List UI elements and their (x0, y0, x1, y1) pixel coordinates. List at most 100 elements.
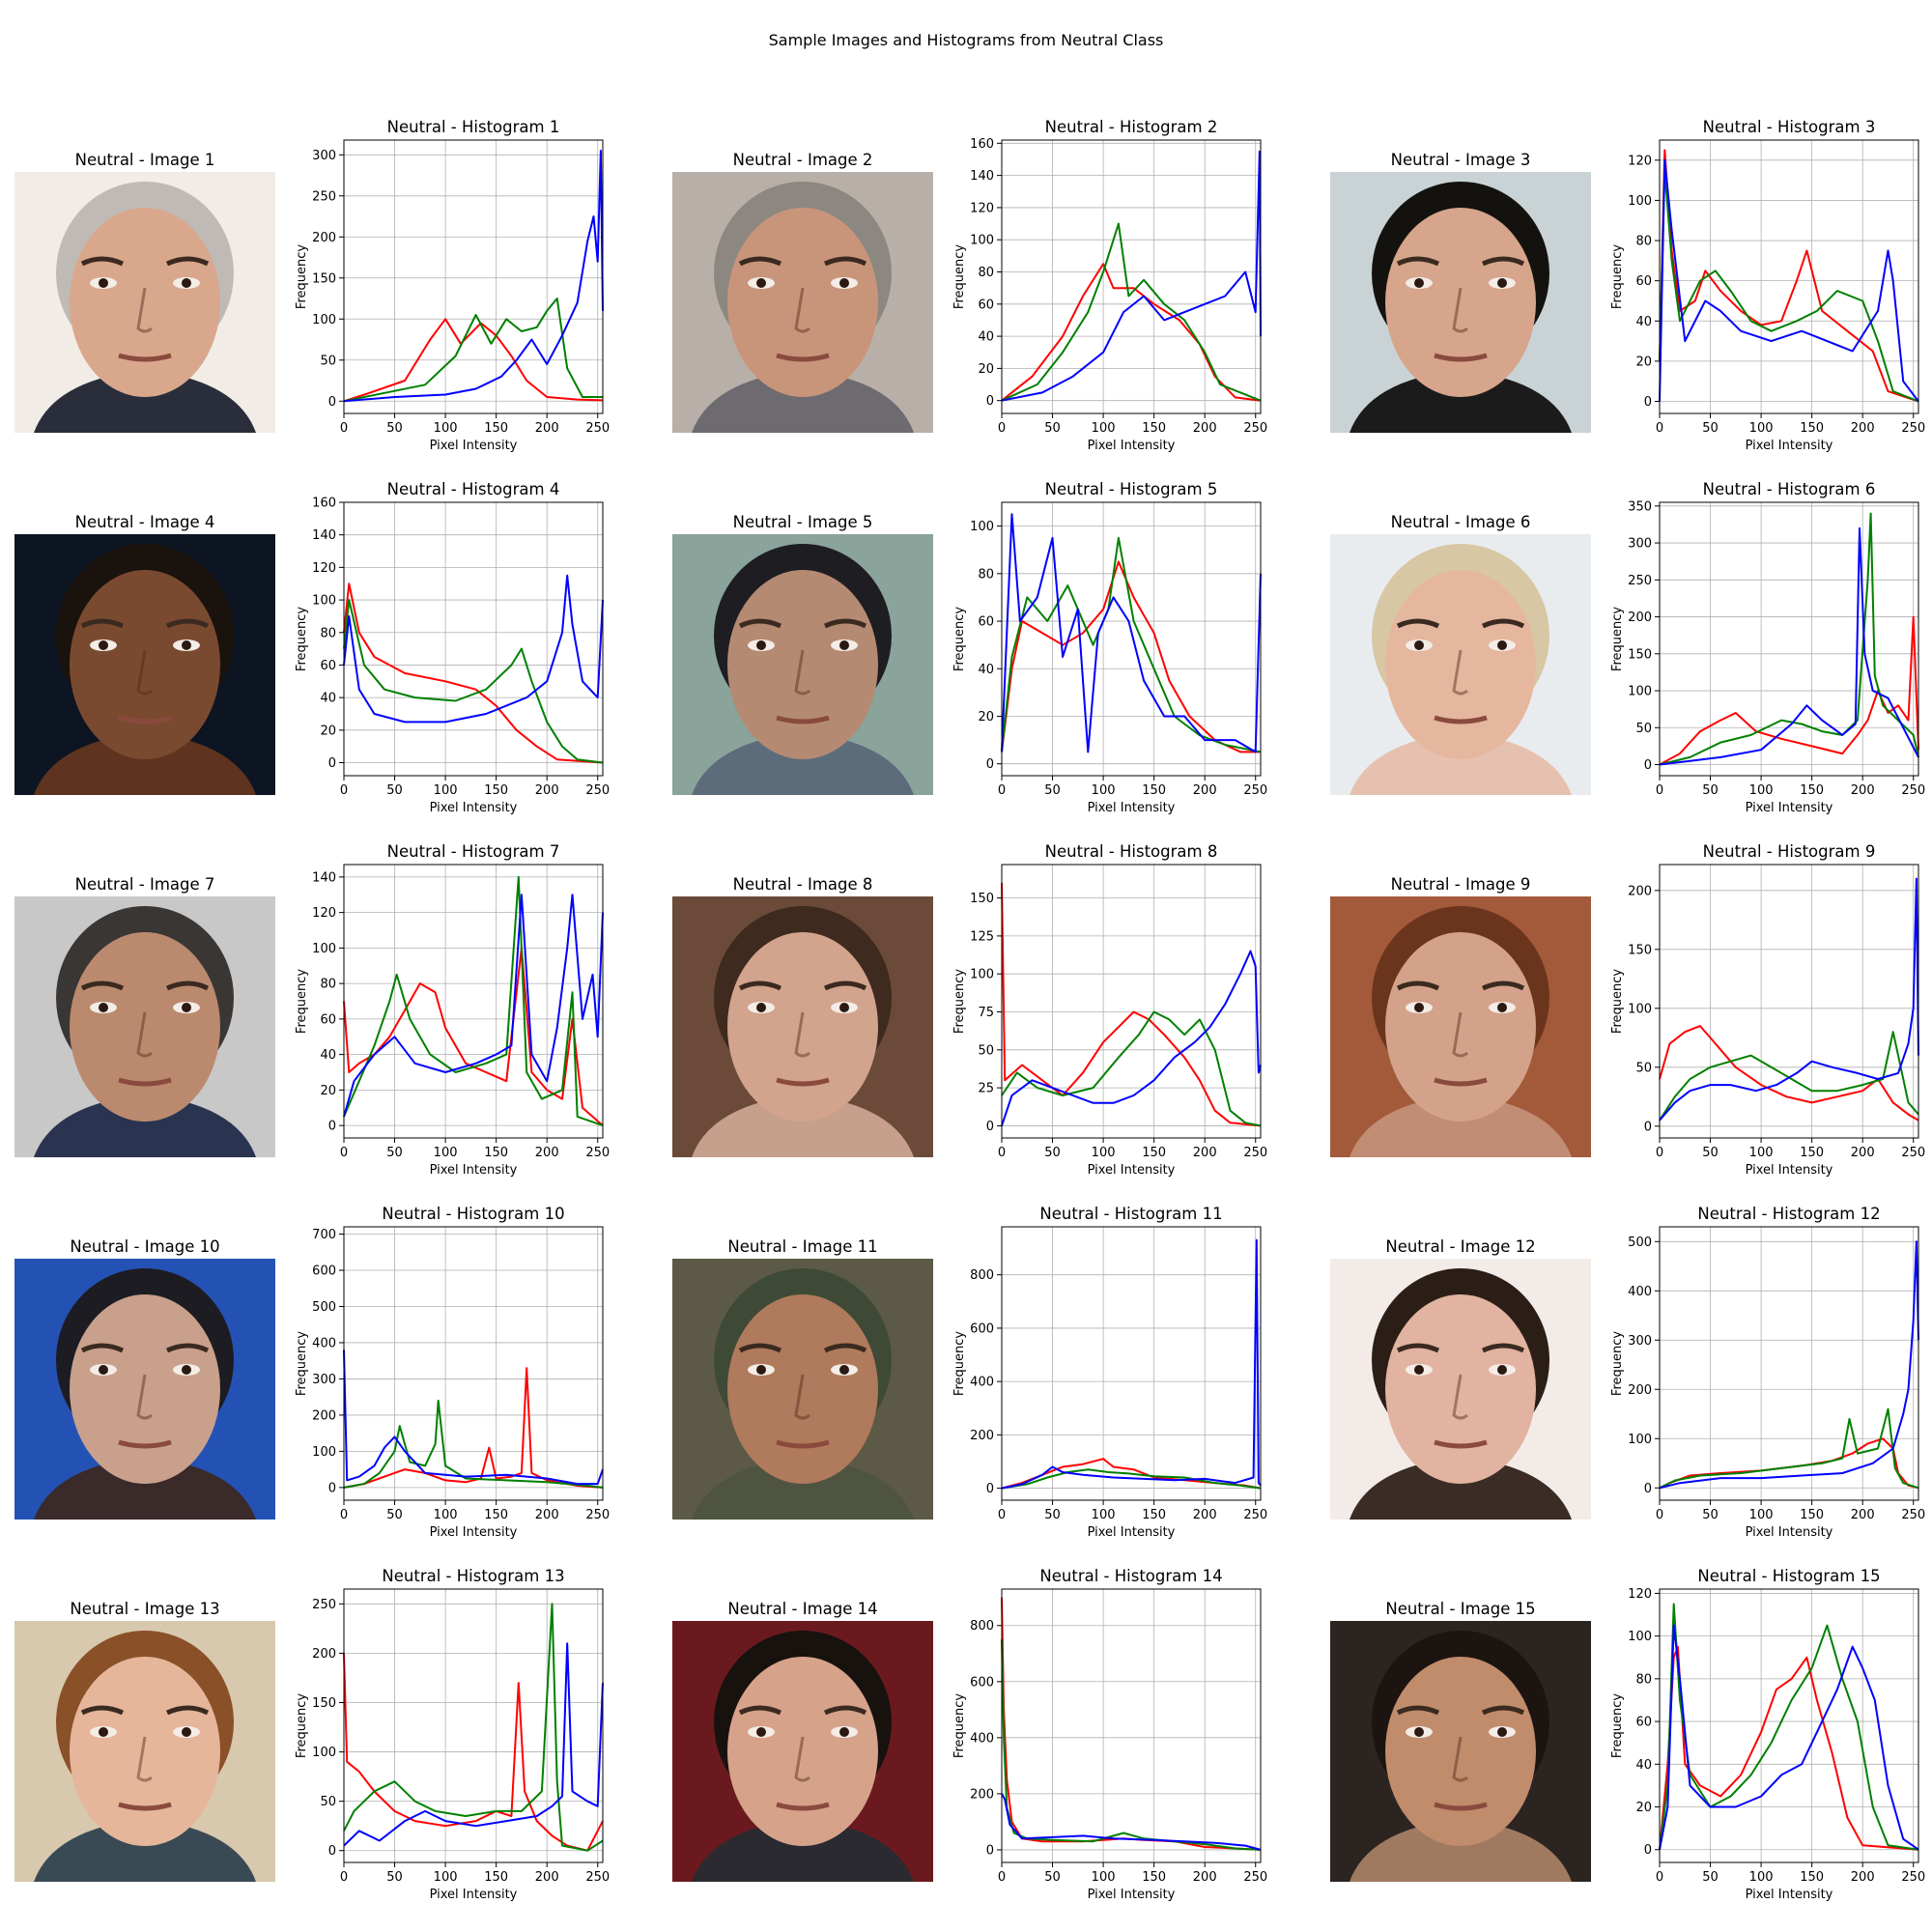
photo-eyebrow (738, 980, 782, 991)
series-green-line (1001, 222, 1262, 402)
x-tick-label: 50 (386, 1870, 403, 1885)
x-tick-label: 200 (1851, 421, 1875, 436)
plot-frame (343, 139, 604, 414)
y-tick-label: 0 (986, 757, 994, 772)
histogram-title: Neutral - Histogram 2 (1045, 118, 1218, 136)
x-tick-label: 0 (998, 1146, 1006, 1160)
y-axis-label: Frequency (1610, 1331, 1625, 1396)
x-tick-label: 250 (1243, 783, 1267, 798)
series-blue-line (1659, 1240, 1919, 1490)
image-title: Neutral - Image 13 (70, 1600, 220, 1618)
photo-shoulders (1350, 1457, 1572, 1520)
photo-face (1385, 570, 1536, 759)
photo-pupil (182, 1003, 191, 1012)
y-tick-label: 40 (1635, 315, 1652, 329)
x-tick-label: 0 (340, 783, 348, 798)
y-tick-label: 150 (1628, 647, 1652, 662)
x-tick-label: 0 (1656, 421, 1663, 436)
y-tick-label: 300 (1628, 537, 1652, 552)
photo-face (727, 570, 878, 759)
image-title: Neutral - Image 14 (727, 1600, 878, 1618)
photo-pupil (839, 278, 849, 288)
x-axis-label: Pixel Intensity (430, 1163, 518, 1178)
y-tick-label: 140 (312, 528, 336, 543)
x-tick-label: 200 (1851, 783, 1875, 798)
series-green-line (343, 1399, 604, 1489)
photo-eyebrow (1396, 1705, 1440, 1716)
photo-pupil (756, 1003, 766, 1012)
y-tick-label: 0 (328, 756, 336, 771)
plot-frame (1659, 1588, 1919, 1863)
y-tick-label: 100 (312, 594, 336, 609)
photo-eyebrow (165, 256, 210, 267)
y-tick-label: 100 (970, 968, 994, 982)
x-axis-label: Pixel Intensity (430, 1888, 518, 1902)
x-tick-label: 150 (1142, 1146, 1166, 1160)
y-tick-label: 20 (320, 724, 336, 738)
photo-pupil (182, 640, 191, 650)
image-title: Neutral - Image 8 (732, 875, 873, 894)
photo-shoulders (1350, 370, 1572, 433)
series-red-line (343, 582, 604, 764)
image-title: Neutral - Image 5 (732, 513, 873, 531)
series-red-line (1001, 263, 1262, 402)
series-red-line (1659, 1645, 1919, 1851)
y-tick-label: 50 (1635, 1061, 1652, 1075)
x-tick-label: 250 (585, 783, 610, 798)
series-blue-line (343, 150, 604, 403)
face-photo (1330, 896, 1591, 1157)
x-tick-label: 0 (1656, 1870, 1663, 1885)
photo-mouth (1434, 715, 1488, 724)
y-tick-label: 100 (1628, 1002, 1652, 1016)
photo-nose (1452, 1374, 1468, 1420)
y-tick-label: 20 (1635, 355, 1652, 369)
x-tick-label: 0 (1656, 1508, 1663, 1522)
x-tick-label: 250 (1243, 1508, 1267, 1522)
photo-eyebrow (80, 1705, 125, 1716)
plot-frame (1001, 1226, 1262, 1501)
series-green-line (1001, 1468, 1262, 1490)
y-tick-label: 250 (1628, 574, 1652, 588)
plot-frame (1001, 1588, 1262, 1863)
histogram-chart: Neutral - Histogram 8 0 50 100 150 200 250 0 25 5… (952, 842, 1267, 1178)
y-tick-label: 250 (312, 1598, 336, 1612)
y-tick-label: 200 (312, 1647, 336, 1662)
photo-mouth (1434, 1077, 1488, 1087)
photo-face (70, 570, 220, 759)
y-tick-label: 300 (312, 149, 336, 163)
plot-frame (1001, 139, 1262, 414)
face-photo (14, 534, 275, 795)
photo-pupil (99, 1003, 108, 1012)
y-tick-label: 500 (312, 1300, 336, 1315)
photo-mouth (118, 1439, 172, 1449)
photo-eyebrow (1481, 256, 1525, 267)
x-tick-label: 250 (1901, 1870, 1925, 1885)
photo-eyebrow (738, 256, 782, 267)
y-tick-label: 100 (312, 313, 336, 327)
x-tick-label: 200 (1193, 421, 1217, 436)
histogram-title: Neutral - Histogram 12 (1697, 1205, 1880, 1223)
histogram-chart: Neutral - Histogram 13 0 50 100 150 200 250 0 50… (295, 1567, 610, 1902)
face-photo (672, 1621, 933, 1882)
y-tick-label: 160 (970, 137, 994, 152)
figure-title: Sample Images and Histograms from Neutra… (768, 31, 1164, 49)
series-blue-line (1001, 1793, 1262, 1851)
photo-pupil (99, 1365, 108, 1375)
face-photo (672, 896, 933, 1157)
photo-pupil (182, 278, 191, 288)
photo-eyebrow (1396, 256, 1440, 267)
photo-shoulders (34, 1819, 256, 1882)
photo-pupil (756, 278, 766, 288)
histogram-title: Neutral - Histogram 8 (1045, 842, 1218, 861)
y-tick-label: 150 (312, 1696, 336, 1711)
photo-pupil (839, 1727, 849, 1737)
y-tick-label: 0 (986, 394, 994, 409)
x-tick-label: 200 (535, 421, 559, 436)
photo-pupil (1497, 640, 1507, 650)
y-tick-label: 800 (970, 1268, 994, 1283)
photo-eyebrow (738, 618, 782, 629)
histogram-chart: Neutral - Histogram 1 0 50 100 150 200 250 0 50 1… (295, 118, 610, 453)
photo-nose (794, 1736, 810, 1782)
x-tick-label: 200 (535, 1508, 559, 1522)
x-tick-label: 150 (1800, 1870, 1824, 1885)
